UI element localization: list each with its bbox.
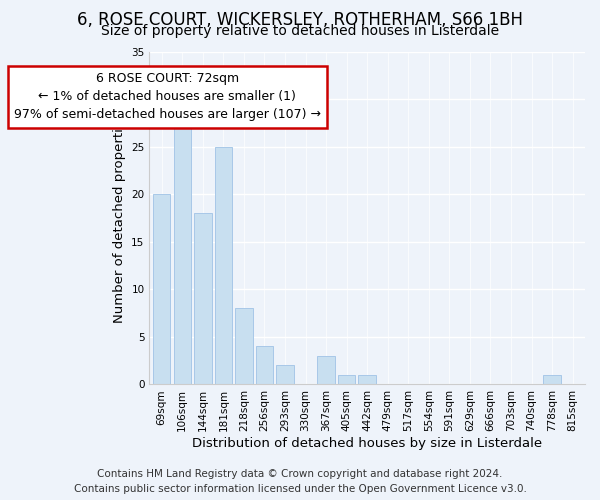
Bar <box>235 308 253 384</box>
Bar <box>215 146 232 384</box>
X-axis label: Distribution of detached houses by size in Listerdale: Distribution of detached houses by size … <box>192 437 542 450</box>
Text: 6 ROSE COURT: 72sqm
← 1% of detached houses are smaller (1)
97% of semi-detached: 6 ROSE COURT: 72sqm ← 1% of detached hou… <box>14 72 321 122</box>
Bar <box>358 375 376 384</box>
Bar <box>544 375 561 384</box>
Bar <box>194 213 212 384</box>
Bar <box>256 346 273 385</box>
Text: Contains HM Land Registry data © Crown copyright and database right 2024.
Contai: Contains HM Land Registry data © Crown c… <box>74 469 526 494</box>
Bar <box>338 375 355 384</box>
Bar <box>153 194 170 384</box>
Bar <box>173 118 191 384</box>
Text: Size of property relative to detached houses in Listerdale: Size of property relative to detached ho… <box>101 24 499 38</box>
Y-axis label: Number of detached properties: Number of detached properties <box>113 113 126 323</box>
Bar <box>317 356 335 384</box>
Bar <box>276 366 294 384</box>
Text: 6, ROSE COURT, WICKERSLEY, ROTHERHAM, S66 1BH: 6, ROSE COURT, WICKERSLEY, ROTHERHAM, S6… <box>77 11 523 29</box>
